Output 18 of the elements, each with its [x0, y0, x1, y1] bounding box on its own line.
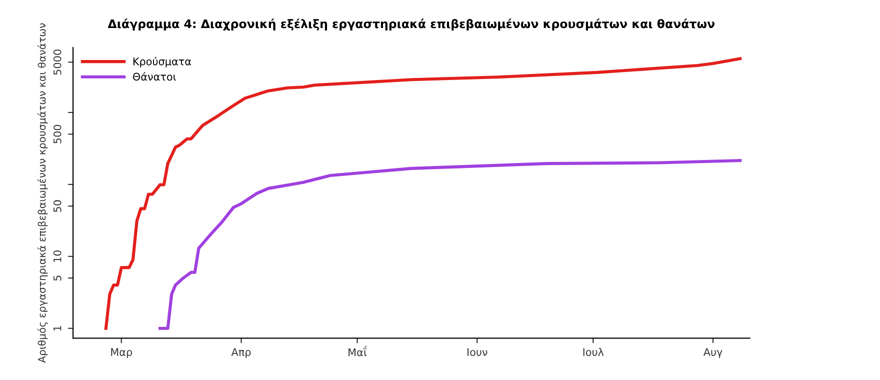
legend-label: Κρούσματα [133, 56, 191, 68]
chart-title: Διάγραμμα 4: Διαχρονική εξέλιξη εργαστηριακά επιβεβαιωμένων κρουσμάτων και θανάτων [108, 18, 715, 31]
line-series [158, 158, 742, 330]
x-tick-label: Ιουλ [583, 348, 604, 356]
x-tick-label: Ιουν [468, 348, 488, 356]
x-tick-label: Αυγ [703, 348, 722, 358]
y-axis-title: Αριθμός εργαστηριακά επιβεβαιωμένων κρουσμάτων και θανάτων [37, 23, 48, 363]
y-tick-label: 1 [54, 326, 62, 331]
x-tick-label: Μαρ [111, 348, 132, 358]
y-tick-label: 5000 [53, 50, 62, 75]
y-tick-label: 50 [53, 200, 62, 212]
x-tick-label: Μαΐ [348, 346, 367, 356]
y-tick-label: 5 [54, 276, 62, 281]
x-tick-label: Απρ [231, 348, 251, 358]
y-tick-label: 500 [53, 124, 62, 144]
y-tick-label: 10 [53, 250, 62, 262]
legend-label: Θάνατοι [133, 72, 176, 81]
line-series [104, 57, 742, 330]
